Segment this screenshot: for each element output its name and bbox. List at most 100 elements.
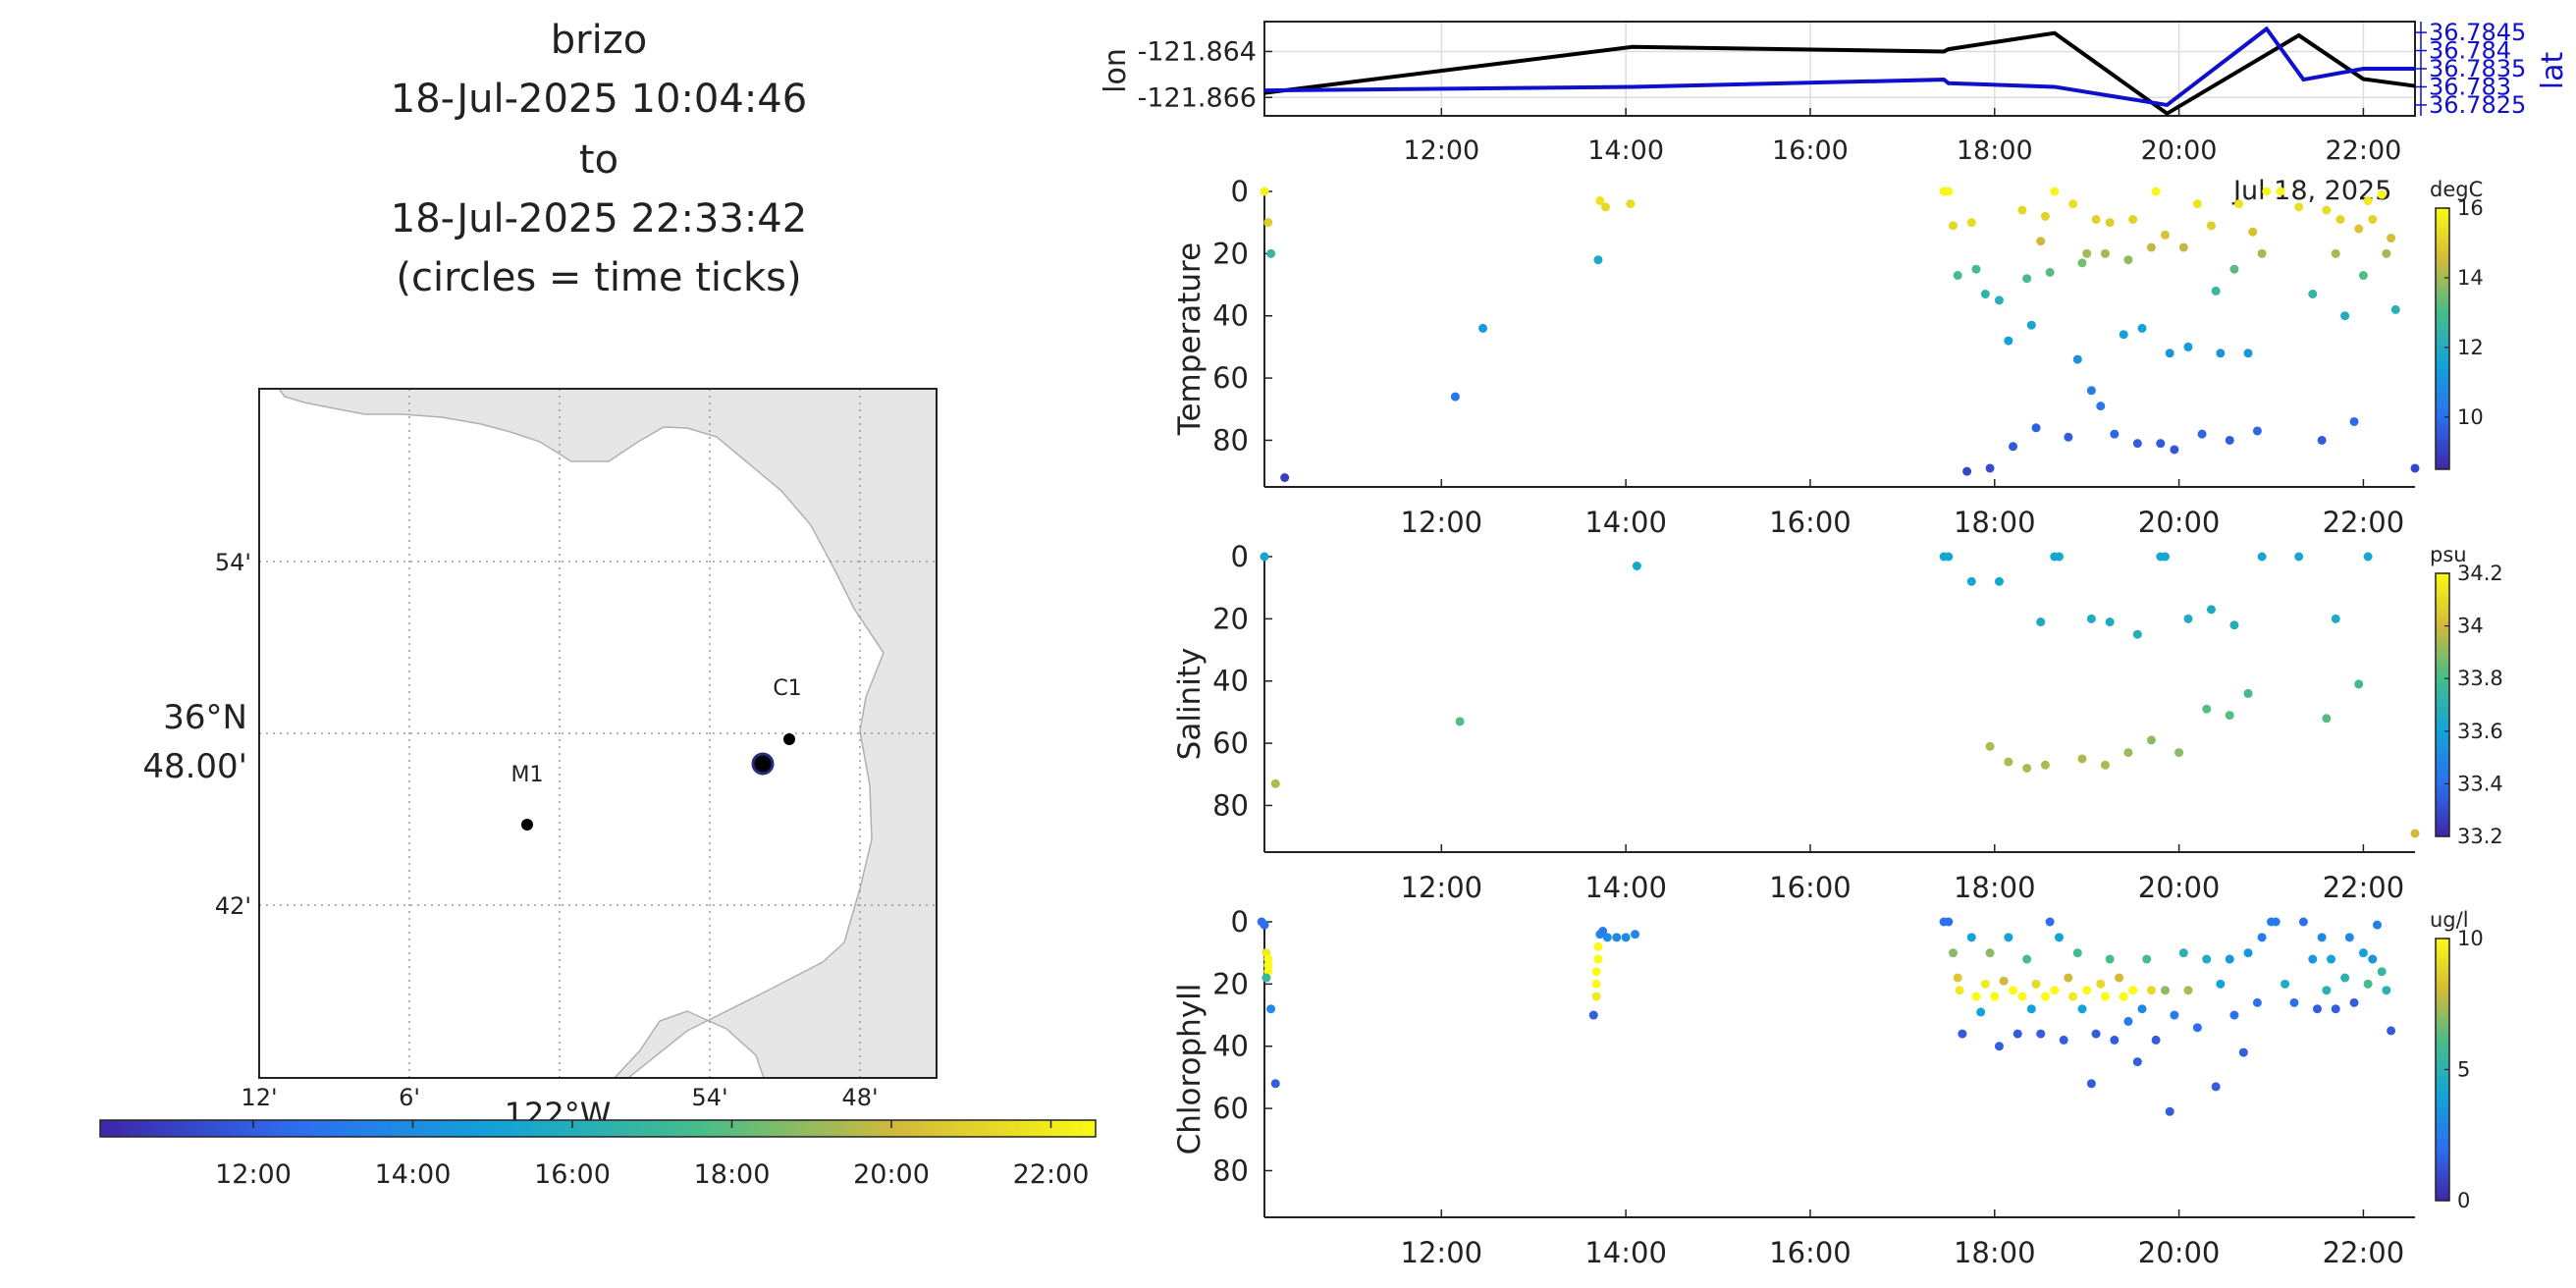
- temperature-colorbar: [2435, 207, 2450, 470]
- chlorophyll-y-axis-label: Chlorophyll: [1172, 984, 1208, 1155]
- salinity-data-point: [2123, 748, 2133, 758]
- chlorophyll-data-point: [2358, 948, 2368, 958]
- time-colorbar-tick-label: 20:00: [853, 1159, 930, 1190]
- temperature-data-point: [2026, 320, 2036, 330]
- title-end-time: 18-Jul-2025 22:33:42: [390, 196, 808, 242]
- chlorophyll-data-point: [2327, 954, 2336, 964]
- temperature-data-point: [2382, 248, 2391, 258]
- chlorophyll-data-point: [1612, 933, 1622, 942]
- chlorophyll-data-point: [1591, 967, 1601, 977]
- temperature-data-point: [2358, 271, 2368, 281]
- chlorophyll-data-point: [2225, 954, 2234, 964]
- chlorophyll-data-point: [2202, 954, 2212, 964]
- chlorophyll-data-point: [2151, 1035, 2161, 1045]
- temperature-x-tick-label: 12:00: [1401, 506, 1483, 539]
- salinity-data-point: [2086, 614, 2096, 623]
- temperature-data-point: [2410, 463, 2420, 473]
- salinity-colorbar: [2435, 572, 2450, 837]
- map-lat-tick-48: 48.00': [142, 747, 247, 786]
- temperature-data-point: [2036, 237, 2046, 246]
- chlorophyll-data-point: [1602, 933, 1612, 942]
- temperature-data-point: [2045, 267, 2055, 277]
- salinity-y-tick-label: 80: [1212, 788, 1249, 822]
- chlorophyll-data-point: [1955, 986, 1964, 995]
- chlorophyll-data-point: [1958, 1029, 1967, 1039]
- chlorophyll-data-point: [2128, 986, 2138, 995]
- temperature-data-point: [2123, 255, 2133, 265]
- map-lon-tick-54: 54': [691, 1084, 727, 1111]
- map-lon-tick-6: 6': [399, 1084, 420, 1111]
- chlorophyll-x-tick-label: 12:00: [1401, 1236, 1483, 1269]
- chlorophyll-data-point: [2211, 1082, 2221, 1092]
- temperature-data-point: [2197, 429, 2207, 439]
- chlorophyll-data-point: [2086, 1079, 2096, 1089]
- temperature-data-point: [2363, 196, 2373, 206]
- chlorophyll-data-point: [2382, 986, 2391, 995]
- chlorophyll-data-point: [1953, 973, 1962, 983]
- temperature-data-point: [2340, 311, 2350, 321]
- chlorophyll-data-point: [2012, 1029, 2022, 1039]
- chlorophyll-data-point: [2004, 933, 2013, 942]
- temperature-data-point: [2178, 242, 2188, 252]
- temperature-data-point: [1595, 196, 1605, 206]
- salinity-data-point: [1944, 552, 1954, 562]
- chlorophyll-data-point: [1261, 973, 1271, 983]
- temperature-data-point: [2110, 429, 2120, 439]
- temperature-x-tick-label: 14:00: [1584, 506, 1667, 539]
- salinity-data-point: [2206, 605, 2216, 615]
- chlorophyll-colorbar-tick-label: 10: [2457, 927, 2484, 950]
- chlorophyll-data-point: [2055, 933, 2065, 942]
- salinity-y-axis-label: Salinity: [1172, 648, 1208, 761]
- temperature-data-point: [2165, 349, 2174, 358]
- chlorophyll-data-point: [2340, 973, 2350, 983]
- temperature-x-tick-label: 20:00: [2138, 506, 2221, 539]
- salinity-colorbar-tick-label: 34.2: [2457, 562, 2503, 585]
- salinity-data-point: [2040, 760, 2050, 770]
- salinity-data-point: [2077, 754, 2087, 764]
- temperature-data-point: [2206, 221, 2216, 231]
- chlorophyll-data-point: [2252, 997, 2262, 1007]
- salinity-data-point: [2183, 614, 2193, 623]
- salinity-data-point: [2243, 688, 2253, 698]
- chlorophyll-data-point: [1980, 979, 1990, 989]
- chlorophyll-data-point: [1990, 992, 2000, 1001]
- chlorophyll-data-point: [1598, 927, 1608, 937]
- chlorophyll-data-point: [2229, 1010, 2239, 1020]
- chlorophyll-data-point: [1631, 930, 1640, 939]
- time-colorbar-tick-label: 16:00: [534, 1159, 611, 1190]
- salinity-data-point: [1985, 741, 1995, 751]
- salinity-y-tick-label: 40: [1212, 665, 1249, 698]
- salinity-data-point: [2174, 748, 2184, 758]
- salinity-data-point: [1270, 778, 1280, 788]
- salinity-colorbar-tick-label: 34: [2457, 615, 2484, 638]
- chlorophyll-data-point: [2026, 1004, 2036, 1014]
- marker-m1-label: M1: [511, 763, 544, 787]
- temperature-data-point: [2170, 445, 2179, 455]
- temperature-data-point: [1944, 187, 1954, 196]
- title-note: (circles = time ticks): [396, 255, 802, 300]
- salinity-data-point: [2022, 763, 2032, 773]
- chlorophyll-data-point: [1593, 954, 1603, 964]
- salinity-y-tick-label: 60: [1212, 726, 1249, 760]
- position-x-tick-label: 20:00: [2141, 135, 2218, 166]
- temperature-data-point: [2031, 423, 2041, 433]
- salinity-data-point: [2322, 714, 2332, 724]
- salinity-x-tick-label: 12:00: [1401, 871, 1483, 904]
- chlorophyll-data-point: [2312, 1004, 2322, 1014]
- chlorophyll-data-point: [1966, 933, 1976, 942]
- chlorophyll-y-tick-label: 20: [1212, 967, 1249, 1000]
- chlorophyll-data-point: [1994, 1042, 2004, 1051]
- temperature-data-point: [2294, 202, 2304, 212]
- temperature-data-point: [2183, 342, 2193, 351]
- temperature-data-point: [2119, 330, 2128, 340]
- chlorophyll-data-point: [2216, 979, 2226, 989]
- salinity-data-point: [2202, 704, 2212, 714]
- temperature-colorbar-tick-label: 16: [2457, 196, 2484, 220]
- chlorophyll-data-point: [2289, 997, 2299, 1007]
- chlorophyll-data-point: [2170, 1010, 2179, 1020]
- temperature-data-point: [2004, 336, 2013, 346]
- position-lat-tick-label: 36.7825: [2429, 91, 2526, 119]
- chlorophyll-data-point: [2322, 986, 2332, 995]
- map-lat-tick-42: 42': [215, 892, 251, 920]
- temperature-data-point: [2192, 199, 2202, 209]
